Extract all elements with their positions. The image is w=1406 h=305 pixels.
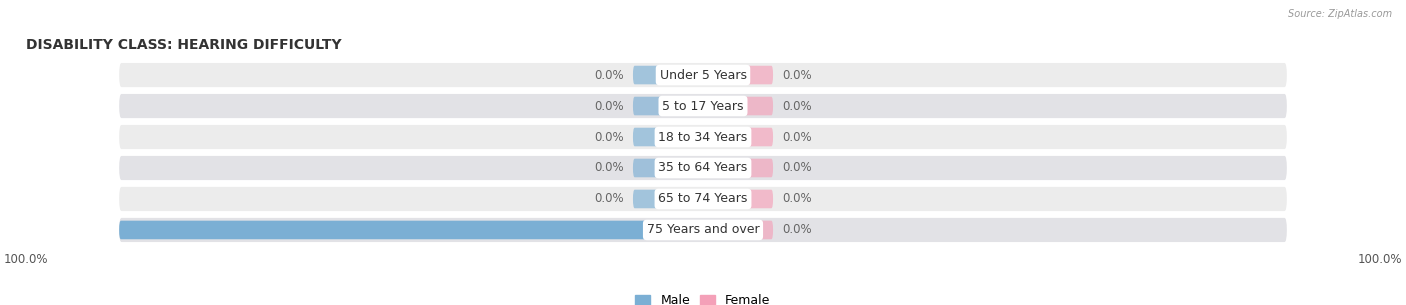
FancyBboxPatch shape (120, 218, 1286, 242)
Text: 18 to 34 Years: 18 to 34 Years (658, 131, 748, 144)
FancyBboxPatch shape (120, 94, 1286, 118)
FancyBboxPatch shape (703, 221, 773, 239)
Text: 0.0%: 0.0% (782, 192, 811, 206)
Text: 0.0%: 0.0% (782, 131, 811, 144)
FancyBboxPatch shape (703, 66, 773, 84)
FancyBboxPatch shape (703, 97, 773, 115)
Text: 0.0%: 0.0% (782, 224, 811, 236)
FancyBboxPatch shape (633, 97, 703, 115)
FancyBboxPatch shape (633, 159, 703, 177)
FancyBboxPatch shape (120, 156, 1286, 180)
Text: 0.0%: 0.0% (782, 161, 811, 174)
Text: DISABILITY CLASS: HEARING DIFFICULTY: DISABILITY CLASS: HEARING DIFFICULTY (25, 38, 342, 52)
Text: 0.0%: 0.0% (595, 131, 624, 144)
FancyBboxPatch shape (120, 63, 1286, 87)
Text: 5 to 17 Years: 5 to 17 Years (662, 99, 744, 113)
Text: 100.0%: 100.0% (65, 224, 114, 236)
FancyBboxPatch shape (120, 187, 1286, 211)
Text: 0.0%: 0.0% (595, 161, 624, 174)
FancyBboxPatch shape (633, 190, 703, 208)
FancyBboxPatch shape (120, 221, 703, 239)
FancyBboxPatch shape (120, 125, 1286, 149)
Text: 75 Years and over: 75 Years and over (647, 224, 759, 236)
Text: Source: ZipAtlas.com: Source: ZipAtlas.com (1288, 9, 1392, 19)
Text: 0.0%: 0.0% (782, 69, 811, 81)
Text: 0.0%: 0.0% (782, 99, 811, 113)
Text: 0.0%: 0.0% (595, 99, 624, 113)
FancyBboxPatch shape (703, 159, 773, 177)
Legend: Male, Female: Male, Female (630, 289, 776, 305)
Text: 0.0%: 0.0% (595, 69, 624, 81)
Text: 0.0%: 0.0% (595, 192, 624, 206)
FancyBboxPatch shape (703, 190, 773, 208)
Text: 35 to 64 Years: 35 to 64 Years (658, 161, 748, 174)
FancyBboxPatch shape (633, 66, 703, 84)
Text: 65 to 74 Years: 65 to 74 Years (658, 192, 748, 206)
FancyBboxPatch shape (703, 128, 773, 146)
FancyBboxPatch shape (633, 128, 703, 146)
Text: Under 5 Years: Under 5 Years (659, 69, 747, 81)
